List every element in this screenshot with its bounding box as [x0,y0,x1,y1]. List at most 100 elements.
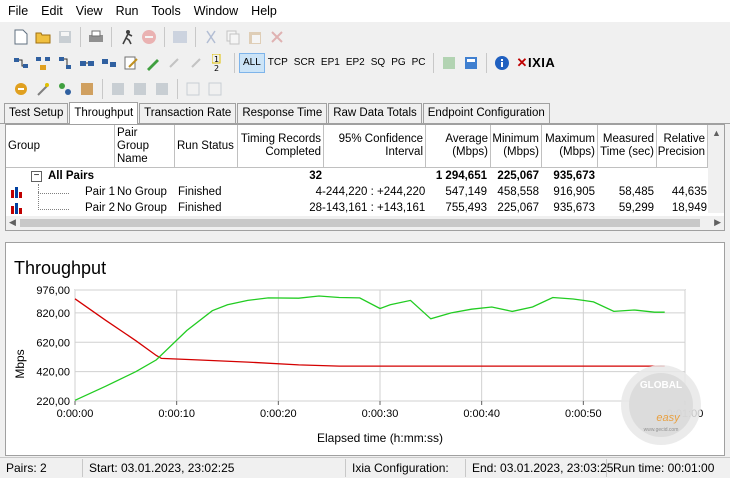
menu-run[interactable]: Run [115,4,139,18]
group-icon[interactable] [56,80,74,98]
all-pairs-row[interactable]: − All Pairs 32 1 294,651 225,067 935,673 [6,168,706,184]
info-icon[interactable] [493,54,511,72]
script-edit-icon[interactable] [144,54,162,72]
tab-throughput[interactable]: Throughput [69,102,139,124]
scroll-up-icon[interactable]: ▲ [712,128,721,138]
filter-ep1-button[interactable]: EP1 [320,57,340,68]
cluster-icon-2[interactable] [131,80,149,98]
layout-icon-1[interactable] [184,80,202,98]
endpoint-icon[interactable] [78,54,96,72]
status-start: Start: 03.01.2023, 23:02:25 [83,459,346,477]
table-row[interactable]: Pair 1 No Group Finished 4 -244,220 : +2… [6,184,707,200]
tab-test-setup[interactable]: Test Setup [4,103,69,123]
series-line-pair-2 [74,295,665,401]
col-maximum[interactable]: Maximum (Mbps) [542,125,598,167]
cluster-icon-3[interactable] [153,80,171,98]
col-pair-group-name[interactable]: Pair Group Name [115,125,175,167]
menu-file[interactable]: File [8,4,29,18]
run-icon[interactable] [118,28,136,46]
filter-all-button[interactable]: ALL [239,53,265,73]
export-icon[interactable] [440,54,458,72]
wizard-icon[interactable] [34,80,52,98]
paste-icon[interactable] [246,28,264,46]
col-confidence-interval[interactable]: 95% Confidence Interval [324,125,426,167]
pair-wizard-icon[interactable] [12,80,30,98]
pair-maximum: 935,673 [553,202,595,214]
collapse-toggle[interactable]: − [31,171,42,182]
tab-endpoint-configuration[interactable]: Endpoint Configuration [422,103,550,123]
table-row[interactable]: Pair 2 No Group Finished 28 -143,161 : +… [6,192,707,216]
col-timing-records[interactable]: Timing Records Completed [238,125,324,167]
grid-horizontal-scrollbar[interactable]: ◀ ▶ [6,216,724,230]
col-relative-precision[interactable]: Relative Precision [657,125,708,167]
cut-icon[interactable] [202,28,220,46]
filter-tcp-button[interactable]: TCP [267,57,288,68]
col-minimum[interactable]: Minimum (Mbps) [491,125,542,167]
x-tick-label: 0:00:50 [565,408,602,420]
throughput-chart: Throughput Mbps Elapsed time (h:mm:ss) 9… [13,258,703,445]
x-tick-label: 0:00:00 [57,408,94,420]
pair-average: 547,149 [445,186,487,198]
tab-transaction-rate[interactable]: Transaction Rate [139,103,237,123]
network-icon[interactable] [56,54,74,72]
options-icon[interactable] [78,80,96,98]
all-pairs-timing-records: 32 [309,170,322,182]
y-axis-label: Mbps [13,349,27,378]
menu-view[interactable]: View [75,4,103,18]
y-tick-label: 620,00 [36,337,70,349]
edit-icon[interactable] [122,54,140,72]
refresh-icon[interactable] [171,28,189,46]
col-measured-time[interactable]: Measured Time (sec) [598,125,657,167]
filter-scr-button[interactable]: SCR [293,57,315,68]
print-icon[interactable] [87,28,105,46]
tab-response-time[interactable]: Response Time [237,103,328,123]
script-icon-2[interactable] [166,54,184,72]
toolbar-secondary [0,76,730,102]
report-icon[interactable] [462,54,480,72]
scroll-right-icon[interactable]: ▶ [714,217,721,227]
all-pairs-minimum: 225,067 [497,170,539,182]
chart-pane: Throughput Mbps Elapsed time (h:mm:ss) 9… [5,242,725,456]
col-group[interactable]: Group [6,125,115,167]
swap-endpoints-icon[interactable] [100,54,118,72]
stop-icon[interactable] [140,28,158,46]
delete-icon[interactable] [268,28,286,46]
open-folder-icon[interactable] [34,28,52,46]
results-grid: Group Pair Group Name Run Status Timing … [5,124,725,231]
script-icon-3[interactable] [188,54,206,72]
watermark-sub: easy [656,412,681,424]
status-ixia-config: Ixia Configuration: [346,459,466,477]
menu-tools[interactable]: Tools [151,4,181,18]
col-run-status[interactable]: Run Status [175,125,238,167]
menu-edit[interactable]: Edit [41,4,63,18]
scroll-thumb[interactable] [20,219,700,227]
grid-vertical-scrollbar[interactable]: ▲ [708,125,724,213]
watermark-logo: GLOBAL easy www.gecid.com [621,365,701,445]
x-tick-label: 0:00:30 [362,408,399,420]
pair-group: Pair 1 [85,186,116,198]
new-file-icon[interactable] [12,28,30,46]
save-icon[interactable] [56,28,74,46]
scroll-left-icon[interactable]: ◀ [9,217,16,227]
pane-splitter[interactable] [0,233,730,239]
menu-help[interactable]: Help [251,4,277,18]
all-pairs-label: All Pairs [48,170,95,182]
add-multicast-icon[interactable] [34,54,52,72]
cluster-icon-1[interactable] [109,80,127,98]
filter-ep2-button[interactable]: EP2 [345,57,365,68]
copy-icon[interactable] [224,28,242,46]
layout-icon-2[interactable] [206,80,224,98]
status-pairs: Pairs: 2 [0,459,83,477]
add-pair-icon[interactable] [12,54,30,72]
x-axis-label: Elapsed time (h:mm:ss) [317,431,443,445]
filter-sq-button[interactable]: SQ [370,57,386,68]
col-average[interactable]: Average (Mbps) [426,125,491,167]
filter-pg-button[interactable]: PG [391,57,406,68]
filter-pc-button[interactable]: PC [411,57,426,68]
ixia-logo: ✕IXIA [516,55,556,70]
menu-window[interactable]: Window [193,4,239,18]
tab-raw-data-totals[interactable]: Raw Data Totals [328,103,422,123]
grid-header: Group Pair Group Name Run Status Timing … [6,125,708,168]
watermark-url: www.gecid.com [644,427,679,433]
